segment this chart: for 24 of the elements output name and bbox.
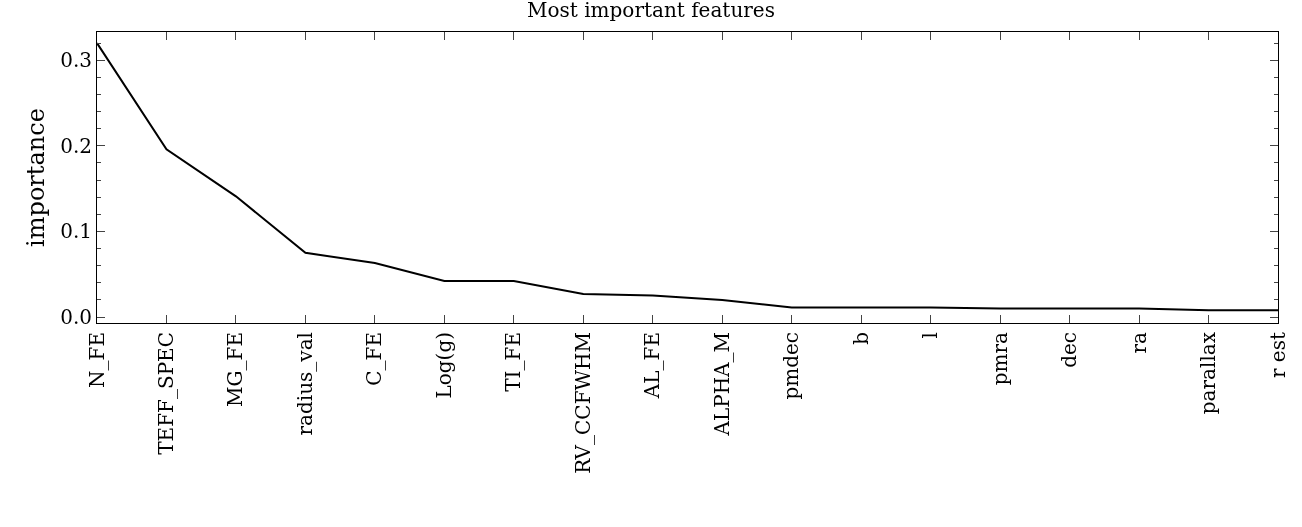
x-tick-label: AL_FE [640,332,665,400]
x-tick-label: Log(g) [431,332,456,399]
x-tick-label: TEFF_SPEC [153,332,178,455]
x-tick-label: dec [1057,332,1082,368]
y-axis-title: importance [22,108,51,247]
x-tick-label: r est [1265,332,1290,379]
x-tick-label: b [848,332,873,345]
x-tick-label: MG_FE [223,332,248,407]
x-tick-label: ra [1126,331,1151,354]
x-tick-label: N_FE [84,332,109,388]
x-tick-label: C_FE [362,332,387,386]
x-tick-label: pmdec [779,332,804,400]
y-tick-label: 0.2 [60,133,92,158]
x-tick-label: RV_CCFWHM [570,332,595,474]
x-tick-label: l [918,332,943,339]
x-tick-label: radius_val [292,332,317,436]
y-tick-label: 0.1 [60,219,92,244]
x-tick-label: TI_FE [501,332,526,392]
x-tick-label: ALPHA_M [709,332,734,437]
y-tick-label: 0.0 [60,305,92,330]
y-tick-label: 0.3 [60,48,92,73]
x-tick-label: parallax [1196,331,1221,415]
x-tick-label: pmra [987,331,1012,386]
chart-title: Most important features [527,0,775,22]
